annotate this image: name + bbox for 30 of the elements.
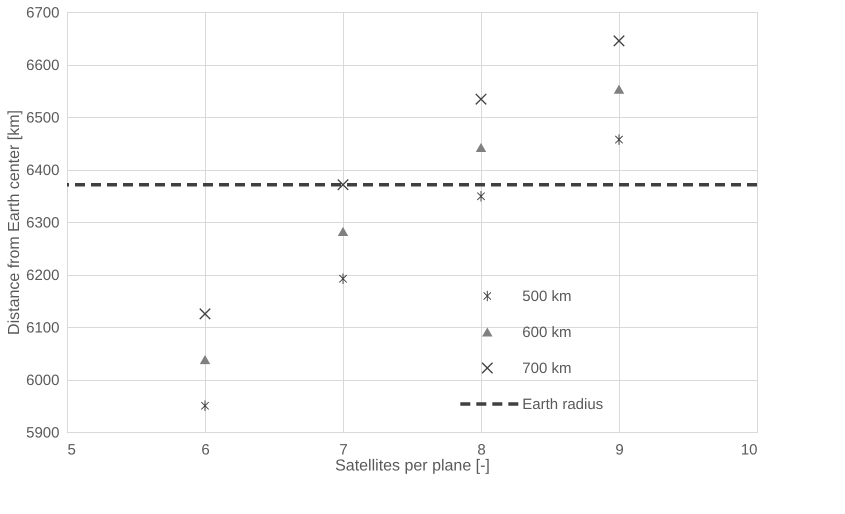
x-tick-label: 9: [615, 442, 624, 458]
point: [614, 84, 624, 94]
y-tick-label: 5900: [26, 424, 60, 442]
legend-label: Earth radius: [522, 396, 604, 413]
legend-label: 700 km: [522, 360, 572, 377]
y-axis-title: Distance from Earth center [km]: [6, 110, 24, 335]
x-tick-label: 7: [339, 442, 348, 458]
x-tick-label: 10: [740, 442, 758, 458]
point: [200, 355, 210, 364]
legend-label: 600 km: [522, 324, 572, 341]
point: [613, 34, 625, 47]
y-tick-label: 6300: [26, 214, 60, 232]
y-tick-label: 6000: [26, 372, 60, 389]
legend-label: 500 km: [522, 288, 572, 305]
point: [475, 93, 487, 106]
x-tick-label: 6: [201, 442, 210, 458]
x-axis-title: Satellites per plane [-]: [335, 458, 490, 474]
y-tick-label: 6700: [26, 4, 60, 22]
y-tick-label: 6200: [26, 267, 60, 284]
y-tick-label: 6400: [26, 162, 60, 179]
y-tick-label: 6500: [26, 110, 60, 126]
point: [337, 178, 349, 191]
x-tick-label: 8: [477, 442, 486, 458]
y-tick-label: 6600: [26, 57, 60, 74]
point: [476, 142, 486, 152]
point: [338, 226, 348, 236]
point: [614, 134, 624, 145]
point: [199, 308, 211, 320]
y-tick-label: 6100: [26, 320, 60, 336]
x-tick-label: 5: [68, 442, 76, 458]
